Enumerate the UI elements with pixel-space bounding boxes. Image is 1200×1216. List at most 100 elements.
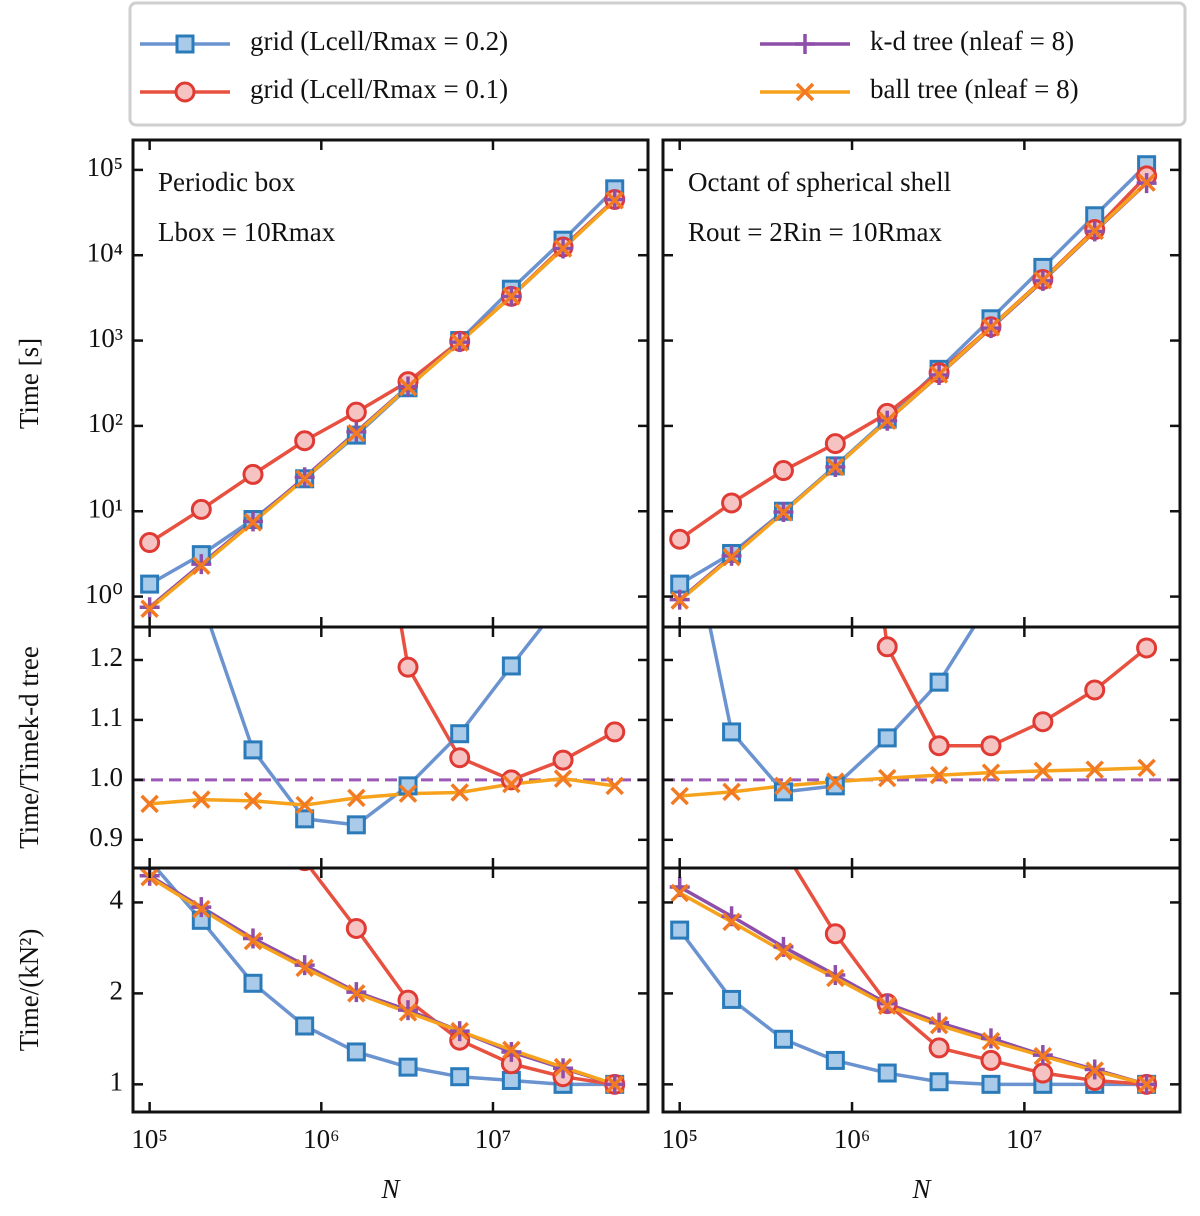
marker bbox=[1085, 1061, 1104, 1080]
marker bbox=[772, 460, 794, 482]
marker bbox=[824, 433, 846, 455]
marker bbox=[501, 656, 521, 676]
marker bbox=[722, 722, 742, 742]
marker bbox=[722, 912, 741, 932]
series-line: grid (Lcell/Rmax = 0.2) bbox=[153, 868, 615, 1087]
marker bbox=[295, 795, 314, 815]
marker bbox=[397, 656, 419, 678]
y-axis-label: Time/Timek-d tree bbox=[14, 646, 44, 849]
marker-stroke bbox=[450, 783, 469, 802]
marker bbox=[345, 401, 367, 423]
marker bbox=[981, 318, 1001, 337]
marker bbox=[192, 790, 211, 809]
x-tick-label: 10⁷ bbox=[1006, 1124, 1042, 1154]
marker-stroke bbox=[502, 1040, 521, 1060]
series-line: grid (Lcell/Rmax = 0.1) bbox=[308, 868, 615, 1087]
marker bbox=[825, 1050, 845, 1070]
marker bbox=[500, 769, 522, 791]
marker bbox=[1035, 532, 1051, 548]
y-tick-label: 1.1 bbox=[89, 702, 123, 732]
marker bbox=[450, 783, 469, 802]
y-tick-label: 10¹ bbox=[88, 493, 123, 523]
marker bbox=[774, 942, 793, 961]
marker-stroke bbox=[722, 782, 741, 802]
marker bbox=[1137, 758, 1156, 778]
series-line: ball tree (nleaf = 8) bbox=[148, 875, 616, 1087]
x-tick-label: 10⁶ bbox=[303, 1124, 339, 1154]
marker bbox=[1085, 760, 1104, 779]
marker-stroke bbox=[1137, 1075, 1156, 1094]
marker-stroke bbox=[295, 958, 314, 978]
marker-stroke bbox=[981, 318, 1001, 337]
marker-stroke bbox=[450, 333, 469, 352]
series-line: grid (Lcell/Rmax = 0.2) bbox=[148, 187, 616, 586]
marker bbox=[981, 763, 1001, 782]
marker-stroke bbox=[1085, 760, 1104, 779]
marker bbox=[825, 776, 845, 796]
marker-stroke bbox=[877, 768, 897, 788]
marker-stroke bbox=[1137, 173, 1156, 192]
marker bbox=[502, 1040, 521, 1060]
marker bbox=[347, 984, 366, 1003]
marker bbox=[295, 809, 315, 829]
y-axis-label: Time/(kN²) bbox=[14, 929, 44, 1052]
marker bbox=[722, 989, 742, 1009]
marker bbox=[141, 729, 159, 747]
marker bbox=[1139, 412, 1155, 428]
y-tick-label: 0.9 bbox=[89, 822, 123, 852]
marker bbox=[243, 931, 263, 951]
marker bbox=[192, 556, 211, 575]
marker bbox=[605, 1075, 624, 1094]
y-tick-label: 1.2 bbox=[89, 642, 123, 672]
marker bbox=[174, 81, 196, 103]
marker-stroke bbox=[826, 457, 845, 477]
legend-label: grid (Lcell/Rmax = 0.1) bbox=[250, 74, 508, 104]
marker bbox=[722, 782, 741, 802]
legend-marker bbox=[795, 34, 815, 54]
marker-stroke bbox=[722, 547, 741, 567]
marker-stroke bbox=[929, 365, 949, 384]
x-tick-label: 10⁷ bbox=[475, 1124, 511, 1154]
marker-stroke bbox=[1085, 1061, 1104, 1080]
marker bbox=[721, 492, 743, 514]
marker bbox=[398, 1003, 418, 1022]
marker bbox=[502, 774, 521, 794]
marker bbox=[1032, 711, 1054, 733]
marker-stroke bbox=[670, 786, 689, 806]
marker bbox=[553, 1057, 573, 1077]
marker bbox=[450, 333, 469, 352]
marker bbox=[450, 724, 470, 744]
marker bbox=[1087, 472, 1103, 488]
series-line: ball tree (nleaf = 8) bbox=[678, 181, 1148, 602]
marker bbox=[672, 472, 688, 488]
legend-label: grid (Lcell/Rmax = 0.2) bbox=[250, 26, 508, 56]
marker bbox=[175, 34, 195, 54]
series-line: k-d tree (nleaf = 8) bbox=[148, 198, 616, 609]
marker-stroke bbox=[981, 763, 1001, 782]
marker-stroke bbox=[774, 776, 793, 796]
marker-stroke bbox=[774, 942, 793, 961]
series-line: grid (Lcell/Rmax = 0.1) bbox=[399, 627, 616, 782]
panel-frame bbox=[661, 866, 1182, 1114]
marker bbox=[192, 899, 211, 919]
series-line: grid (Lcell/Rmax = 0.2) bbox=[678, 929, 1147, 1087]
marker bbox=[795, 82, 815, 102]
y-tick-label: 10⁵ bbox=[87, 152, 123, 182]
marker bbox=[877, 1063, 897, 1083]
marker bbox=[346, 815, 366, 835]
marker bbox=[670, 591, 689, 610]
marker bbox=[607, 562, 623, 578]
marker-stroke bbox=[502, 287, 521, 306]
marker bbox=[980, 1028, 1001, 1049]
marker bbox=[347, 788, 366, 808]
marker-stroke bbox=[347, 984, 366, 1003]
marker bbox=[877, 728, 897, 748]
legend-label: k-d tree (nleaf = 8) bbox=[870, 26, 1074, 56]
plot-area: grid (Lcell/Rmax = 0.2)grid (Lcell/Rmax … bbox=[139, 729, 626, 1095]
legend-entry: k-d tree (nleaf = 8) bbox=[760, 26, 1074, 56]
panel-frame bbox=[131, 625, 650, 870]
marker bbox=[1033, 761, 1053, 781]
annotation: Octant of spherical shell bbox=[688, 167, 951, 197]
